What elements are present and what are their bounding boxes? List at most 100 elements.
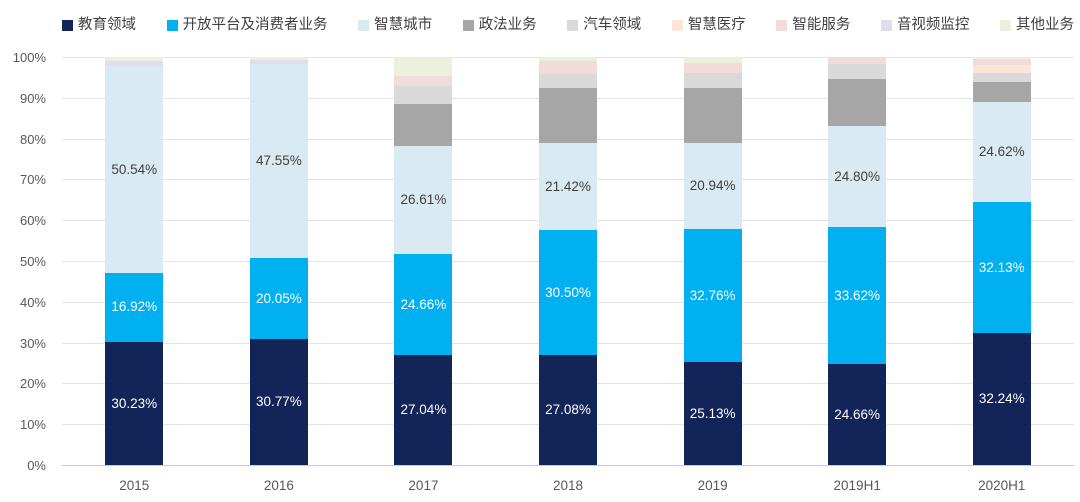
legend-swatch-icon [62,19,73,31]
stacked-bar: 24.66% 33.62% 24.80% [828,57,887,465]
stacked-bar: 27.04% 24.66% 26.61% [394,57,453,465]
bar-segment [972,57,1031,59]
bar-segment [828,57,887,64]
bar-segment: 50.54% [105,66,164,273]
bar-segment [539,74,598,88]
x-axis-tick-label: 2018 [553,478,584,493]
bar-segment [539,87,598,143]
bar-segment: 27.08% [539,354,598,465]
bar-segment: 26.61% [394,145,453,255]
legend-label: 音视频监控 [896,16,970,33]
legend-swatch-icon [462,19,474,31]
bar-segment [828,63,887,80]
data-label: 20.94% [689,178,736,194]
y-axis: 100% 90% 80% 70% 60% 50% 40% 30% 20% 10% 0% [0,51,52,472]
bar-segment: 24.62% [972,101,1031,203]
y-axis-tick-label: 90% [19,90,46,106]
data-label: 30.50% [545,284,591,300]
bar-columns: 30.23% 16.92% 50.54% 30.77% 20.05% 47.55% 27.0… [62,57,1074,465]
x-axis: 2015 2016 2017 2018 2019 2019H1 2020H1 [62,478,1074,493]
data-label: 30.23% [111,395,158,411]
legend-label: 政法业务 [478,16,537,33]
x-axis-tick-label: 2019 [697,478,728,493]
bar-segment: 24.66% [394,254,453,355]
bar-segment: 27.04% [394,354,453,465]
data-label: 24.66% [400,296,447,312]
stacked-bar: 32.24% 32.13% 24.62% [972,57,1031,465]
y-axis-tick-label: 100% [12,50,46,65]
bar-column: 25.13% 32.76% 20.94% [640,57,785,465]
y-axis-tick-label: 40% [19,294,46,310]
bar-segment [105,60,164,67]
bar-segment [683,88,742,144]
stacked-bar: 30.77% 20.05% 47.55% [249,57,308,465]
bar-segment [539,57,598,62]
chart-legend: 教育领域 开放平台及消费者业务 智慧城市 政法业务 汽车领域 智慧医疗 智能服务 音视频监控 其… [62,14,1074,36]
y-axis-tick-label: 10% [19,417,46,433]
bar-segment [539,61,598,75]
bar-segment: 32.24% [972,333,1031,465]
bar-segment [828,79,887,127]
bar-segment [972,72,1031,82]
legend-label: 智慧城市 [374,16,433,33]
legend-label: 其他业务 [1016,16,1074,33]
data-label: 27.04% [400,402,447,418]
data-label: 27.08% [545,402,591,417]
legend-swatch-icon [880,19,892,31]
bar-segment: 24.66% [828,364,887,465]
bar-column: 32.24% 32.13% 24.62% [929,57,1074,465]
x-axis-tick-label: 2019H1 [833,478,881,493]
bar-segment: 30.77% [249,339,308,465]
data-label: 21.42% [545,178,591,194]
legend-item: 开放平台及消费者业务 [166,16,328,33]
data-label: 33.62% [834,288,881,304]
data-label: 47.55% [255,152,302,168]
bar-segment [394,75,453,86]
bar-segment: 32.76% [683,228,742,363]
data-label: 24.62% [978,144,1025,160]
x-axis-tick-label: 2017 [408,478,439,493]
data-label: 16.92% [111,299,158,315]
legend-swatch-icon [776,19,788,31]
bar-segment: 24.80% [828,126,887,228]
legend-swatch-icon [567,19,579,31]
legend-item: 智能服务 [776,18,850,33]
data-label: 20.05% [255,290,302,306]
legend-item: 智慧城市 [358,18,432,33]
bar-segment: 30.23% [105,341,164,465]
legend-item: 音视频监控 [880,16,970,33]
bar-segment [683,57,742,64]
bar-column: 24.66% 33.62% 24.80% [785,57,930,465]
stacked-bar: 27.08% 30.50% 21.42% [539,57,598,465]
legend-swatch-icon [166,19,178,31]
bar-segment [105,57,164,61]
bar-segment [972,81,1031,102]
bar-segment: 30.50% [539,230,598,355]
bar-segment [249,57,308,61]
data-label: 30.77% [255,394,302,410]
y-axis-tick-label: 30% [19,335,46,351]
bar-segment [394,57,453,76]
legend-label: 智慧医疗 [687,16,746,33]
bar-column: 27.04% 24.66% 26.61% [351,57,496,465]
legend-item: 其他业务 [1000,18,1074,33]
x-axis-tick-label: 2016 [263,478,294,493]
legend-item: 教育领域 [62,18,136,33]
y-axis-tick-label: 80% [19,131,46,147]
bar-segment: 33.62% [828,227,887,365]
y-axis-tick-label: 60% [19,213,46,229]
legend-label: 开放平台及消费者业务 [182,16,328,33]
data-label: 26.61% [400,192,447,208]
data-label: 24.66% [834,406,881,422]
legend-label: 教育领域 [78,16,136,33]
stacked-bar: 30.23% 16.92% 50.54% [105,57,164,465]
y-axis-tick-label: 50% [19,254,46,269]
bar-segment: 25.13% [683,362,742,465]
data-label: 32.76% [689,287,736,303]
data-label: 24.80% [834,168,881,184]
bar-segment [683,63,742,74]
plot-area: 30.23% 16.92% 50.54% 30.77% 20.05% 47.55% 27.0… [62,57,1074,466]
bar-segment: 20.05% [249,257,308,340]
bar-column: 27.08% 30.50% 21.42% [496,57,641,465]
